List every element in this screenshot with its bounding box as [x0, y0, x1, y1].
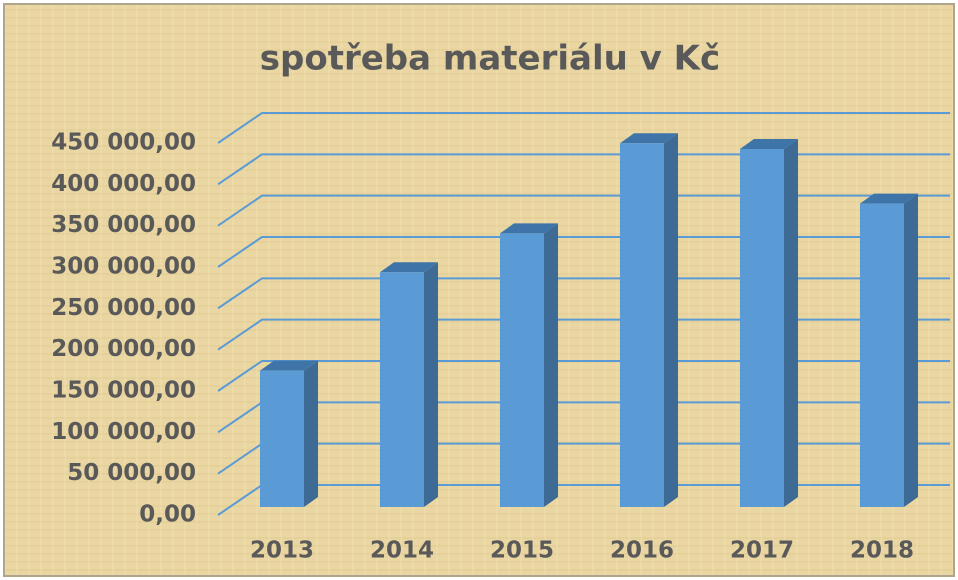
bar-face [304, 360, 318, 507]
grid-line [217, 153, 950, 186]
x-tick-label: 2013 [250, 538, 314, 564]
bar-face [620, 133, 678, 144]
bar [380, 262, 438, 507]
bar-face [260, 360, 318, 371]
chart-title: spotřeba materiálu v Kč [260, 39, 720, 79]
grid-line [217, 236, 950, 268]
bar-face [260, 370, 304, 507]
bar [860, 193, 918, 507]
bar [620, 133, 678, 507]
grid-line [217, 112, 950, 144]
y-tick-label: 250 000,00 [51, 295, 196, 321]
y-tick-label: 150 000,00 [51, 378, 196, 404]
grid-line [217, 318, 950, 351]
chart-background [3, 3, 955, 577]
bar-face [740, 149, 784, 507]
bar [260, 360, 318, 507]
y-tick-label: 300 000,00 [51, 254, 196, 280]
bar-face [544, 223, 558, 507]
y-tick-label: 200 000,00 [51, 336, 196, 362]
bar-face [500, 233, 544, 507]
y-tick-label: 50 000,00 [67, 460, 196, 486]
bar-face [740, 139, 798, 150]
x-tick-label: 2014 [370, 538, 434, 564]
y-tick-label: 400 000,00 [51, 171, 196, 197]
y-tick-label: 450 000,00 [51, 130, 196, 156]
grid-line [217, 194, 950, 227]
bar-face [620, 143, 664, 507]
bar-face [424, 262, 438, 507]
x-tick-label: 2018 [850, 538, 914, 564]
bar [500, 223, 558, 507]
bar-face [664, 133, 678, 507]
bar [740, 139, 798, 507]
bar-face [860, 193, 918, 204]
bar-face [860, 203, 904, 507]
y-tick-label: 350 000,00 [51, 212, 196, 238]
bar-face [500, 223, 558, 234]
bar-face [380, 262, 438, 273]
x-tick-label: 2017 [730, 538, 794, 564]
y-tick-label: 100 000,00 [51, 419, 196, 445]
grid-line [217, 277, 950, 310]
y-tick-label: 0,00 [139, 502, 196, 528]
x-tick-label: 2015 [490, 538, 554, 564]
grid-line [217, 360, 950, 392]
bar-face [784, 139, 798, 507]
bar-face [904, 193, 918, 507]
bar-face [380, 272, 424, 507]
x-tick-label: 2016 [610, 538, 674, 564]
